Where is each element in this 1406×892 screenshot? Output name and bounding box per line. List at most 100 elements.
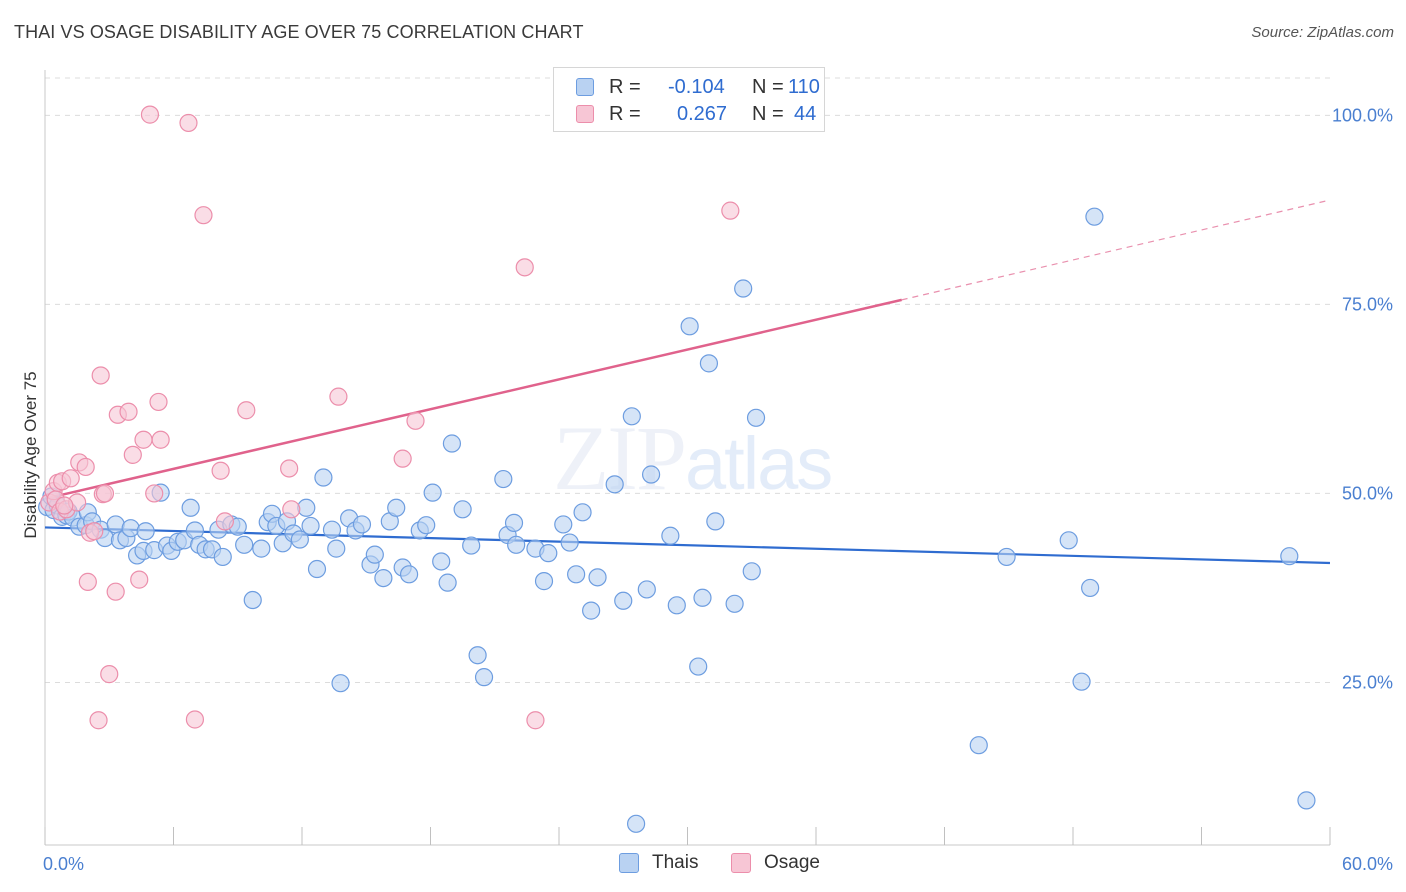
osage-point[interactable] — [55, 496, 74, 515]
thais-point[interactable] — [136, 522, 155, 541]
thais-point[interactable] — [314, 468, 333, 487]
thais-point[interactable] — [399, 565, 419, 584]
osage-point[interactable] — [515, 258, 534, 277]
thais-point[interactable] — [693, 588, 712, 607]
osage-point[interactable] — [91, 366, 110, 385]
thais-point[interactable] — [387, 498, 406, 517]
thais-point[interactable] — [554, 515, 573, 534]
thais-point[interactable] — [969, 736, 988, 755]
thais-point[interactable] — [661, 526, 680, 545]
thais-point[interactable] — [1081, 578, 1100, 598]
osage-point[interactable] — [237, 401, 256, 420]
thais-point[interactable] — [417, 516, 436, 535]
osage-point[interactable] — [140, 105, 160, 124]
osage-point[interactable] — [76, 457, 95, 477]
osage-point[interactable] — [215, 512, 234, 531]
thais-point[interactable] — [290, 530, 309, 549]
watermark-atlas: atlas — [685, 422, 833, 505]
osage-point[interactable] — [100, 665, 119, 684]
thais-point[interactable] — [297, 498, 316, 517]
thais-point[interactable] — [1297, 791, 1316, 810]
thais-point[interactable] — [734, 279, 753, 298]
thais-point[interactable] — [327, 539, 346, 558]
thais-point[interactable] — [699, 354, 719, 373]
osage-point[interactable] — [329, 387, 348, 406]
thais-point[interactable] — [494, 469, 513, 489]
thais-point[interactable] — [235, 535, 254, 554]
thais-point[interactable] — [539, 544, 558, 563]
osage-point[interactable] — [721, 201, 740, 220]
thais-point[interactable] — [504, 513, 524, 533]
thais-point[interactable] — [432, 552, 451, 571]
osage-point[interactable] — [194, 206, 213, 225]
osage-point[interactable] — [95, 484, 115, 503]
thais-point[interactable] — [352, 515, 372, 534]
thais-point[interactable] — [1280, 547, 1299, 566]
thais-point[interactable] — [423, 483, 442, 502]
thais-point[interactable] — [468, 646, 487, 665]
y-tick-label: 25.0% — [1342, 672, 1393, 692]
thais-point[interactable] — [181, 498, 200, 517]
thais-point[interactable] — [641, 465, 661, 484]
thais-point[interactable] — [742, 562, 761, 581]
thais-point[interactable] — [462, 536, 481, 555]
thais-point[interactable] — [725, 594, 744, 613]
osage-point[interactable] — [149, 392, 168, 412]
thais-point[interactable] — [667, 596, 686, 615]
osage-point[interactable] — [179, 113, 198, 133]
thais-point[interactable] — [121, 519, 140, 538]
osage-point[interactable] — [78, 572, 97, 591]
thais-point[interactable] — [997, 547, 1016, 567]
osage-point[interactable] — [123, 445, 142, 464]
osage-point[interactable] — [130, 570, 149, 589]
thais-point[interactable] — [534, 572, 554, 591]
thais-point[interactable] — [1072, 672, 1091, 691]
thais-point[interactable] — [374, 568, 393, 588]
thais-point[interactable] — [614, 591, 633, 610]
osage-point[interactable] — [185, 710, 205, 729]
osage-point[interactable] — [406, 411, 425, 430]
thais-point[interactable] — [567, 565, 586, 584]
thais-point[interactable] — [331, 674, 350, 693]
thais-point[interactable] — [243, 590, 262, 610]
osage-point[interactable] — [106, 582, 125, 601]
thais-point[interactable] — [438, 573, 457, 592]
thais-point[interactable] — [560, 533, 579, 552]
thais-point[interactable] — [1059, 531, 1078, 550]
osage-point[interactable] — [119, 402, 138, 421]
thais-point[interactable] — [680, 317, 699, 336]
osage-point[interactable] — [151, 430, 170, 449]
thais-point[interactable] — [252, 539, 271, 558]
thais-point[interactable] — [622, 407, 641, 426]
thais-point[interactable] — [637, 580, 656, 599]
source-link[interactable]: ZipAtlas.com — [1307, 24, 1394, 41]
osage-point[interactable] — [211, 461, 230, 480]
thais-point[interactable] — [588, 568, 607, 587]
osage-point[interactable] — [526, 711, 545, 730]
osage-point[interactable] — [145, 484, 164, 503]
thais-point[interactable] — [689, 657, 708, 676]
thais-point[interactable] — [307, 559, 327, 579]
osage-point[interactable] — [134, 430, 153, 449]
osage-point[interactable] — [61, 469, 80, 488]
thais-point[interactable] — [213, 547, 232, 567]
osage-point[interactable] — [85, 522, 104, 541]
thais-point[interactable] — [626, 814, 646, 833]
osage-point[interactable] — [282, 500, 301, 519]
thais-point[interactable] — [605, 475, 624, 494]
thais-point[interactable] — [746, 408, 766, 427]
thais-point[interactable] — [573, 503, 592, 522]
osage-point[interactable] — [89, 711, 108, 730]
thais-point[interactable] — [582, 601, 601, 620]
thais-point[interactable] — [301, 516, 320, 536]
thais-point[interactable] — [474, 668, 494, 687]
thais-point[interactable] — [507, 535, 526, 554]
thais-point[interactable] — [453, 500, 472, 519]
thais-point[interactable] — [706, 512, 725, 531]
thais-point[interactable] — [365, 545, 384, 564]
thais-point[interactable] — [1085, 207, 1104, 226]
osage-point[interactable] — [280, 459, 299, 478]
thais-point[interactable] — [442, 434, 462, 453]
thais-point[interactable] — [322, 520, 342, 539]
osage-point[interactable] — [393, 449, 412, 468]
